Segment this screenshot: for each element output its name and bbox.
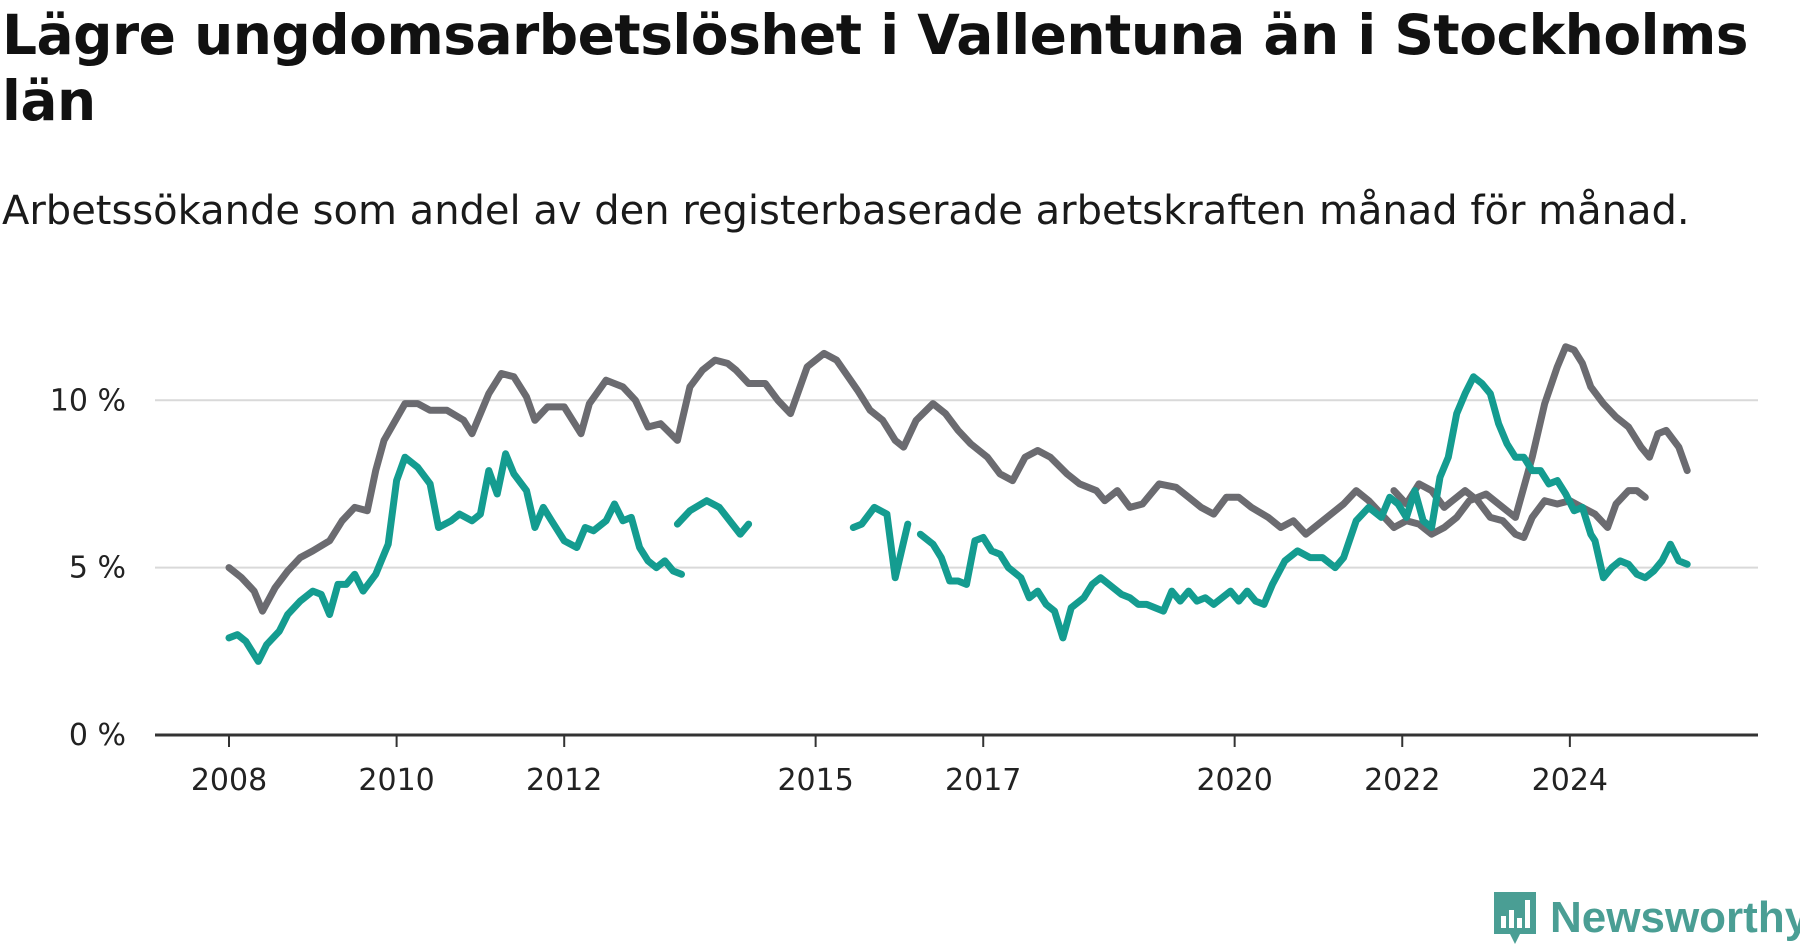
chart-subtitle: Arbetssökande som andel av den registerb… [2,188,1690,234]
series-lines [225,343,1691,665]
series-line-vallentuna [673,497,753,538]
x-tick-label: 2020 [1196,763,1272,798]
x-tick-label: 2010 [358,763,434,798]
brand-name: Newsworthy [1550,893,1800,942]
series-line-stockholms-l-n [1390,480,1649,541]
x-axis: 2008 2010 2012 2015 2017 2020 2022 2024 [155,733,1758,798]
x-tick-label: 2012 [526,763,602,798]
y-tick-label: 10 % [50,383,126,418]
newsworthy-logo-icon [1494,892,1536,944]
chart-title: Lägre ungdomsarbetslöshet i Vallentuna ä… [2,3,1749,133]
y-tick-labels: 0 % 5 % 10 % [50,383,126,753]
x-tick-label: 2024 [1532,763,1608,798]
series-line-vallentuna [916,373,1691,642]
x-tick-label: 2017 [945,763,1021,798]
y-tick-label: 0 % [69,718,126,753]
series-line-vallentuna [849,503,912,582]
x-tick-label: 2008 [191,763,267,798]
series-line-vallentuna [225,450,685,665]
y-tick-label: 5 % [69,551,126,586]
newsworthy-logo: Newsworthy [1490,888,1800,948]
x-tick-label: 2022 [1364,763,1440,798]
x-tick-label: 2015 [777,763,853,798]
